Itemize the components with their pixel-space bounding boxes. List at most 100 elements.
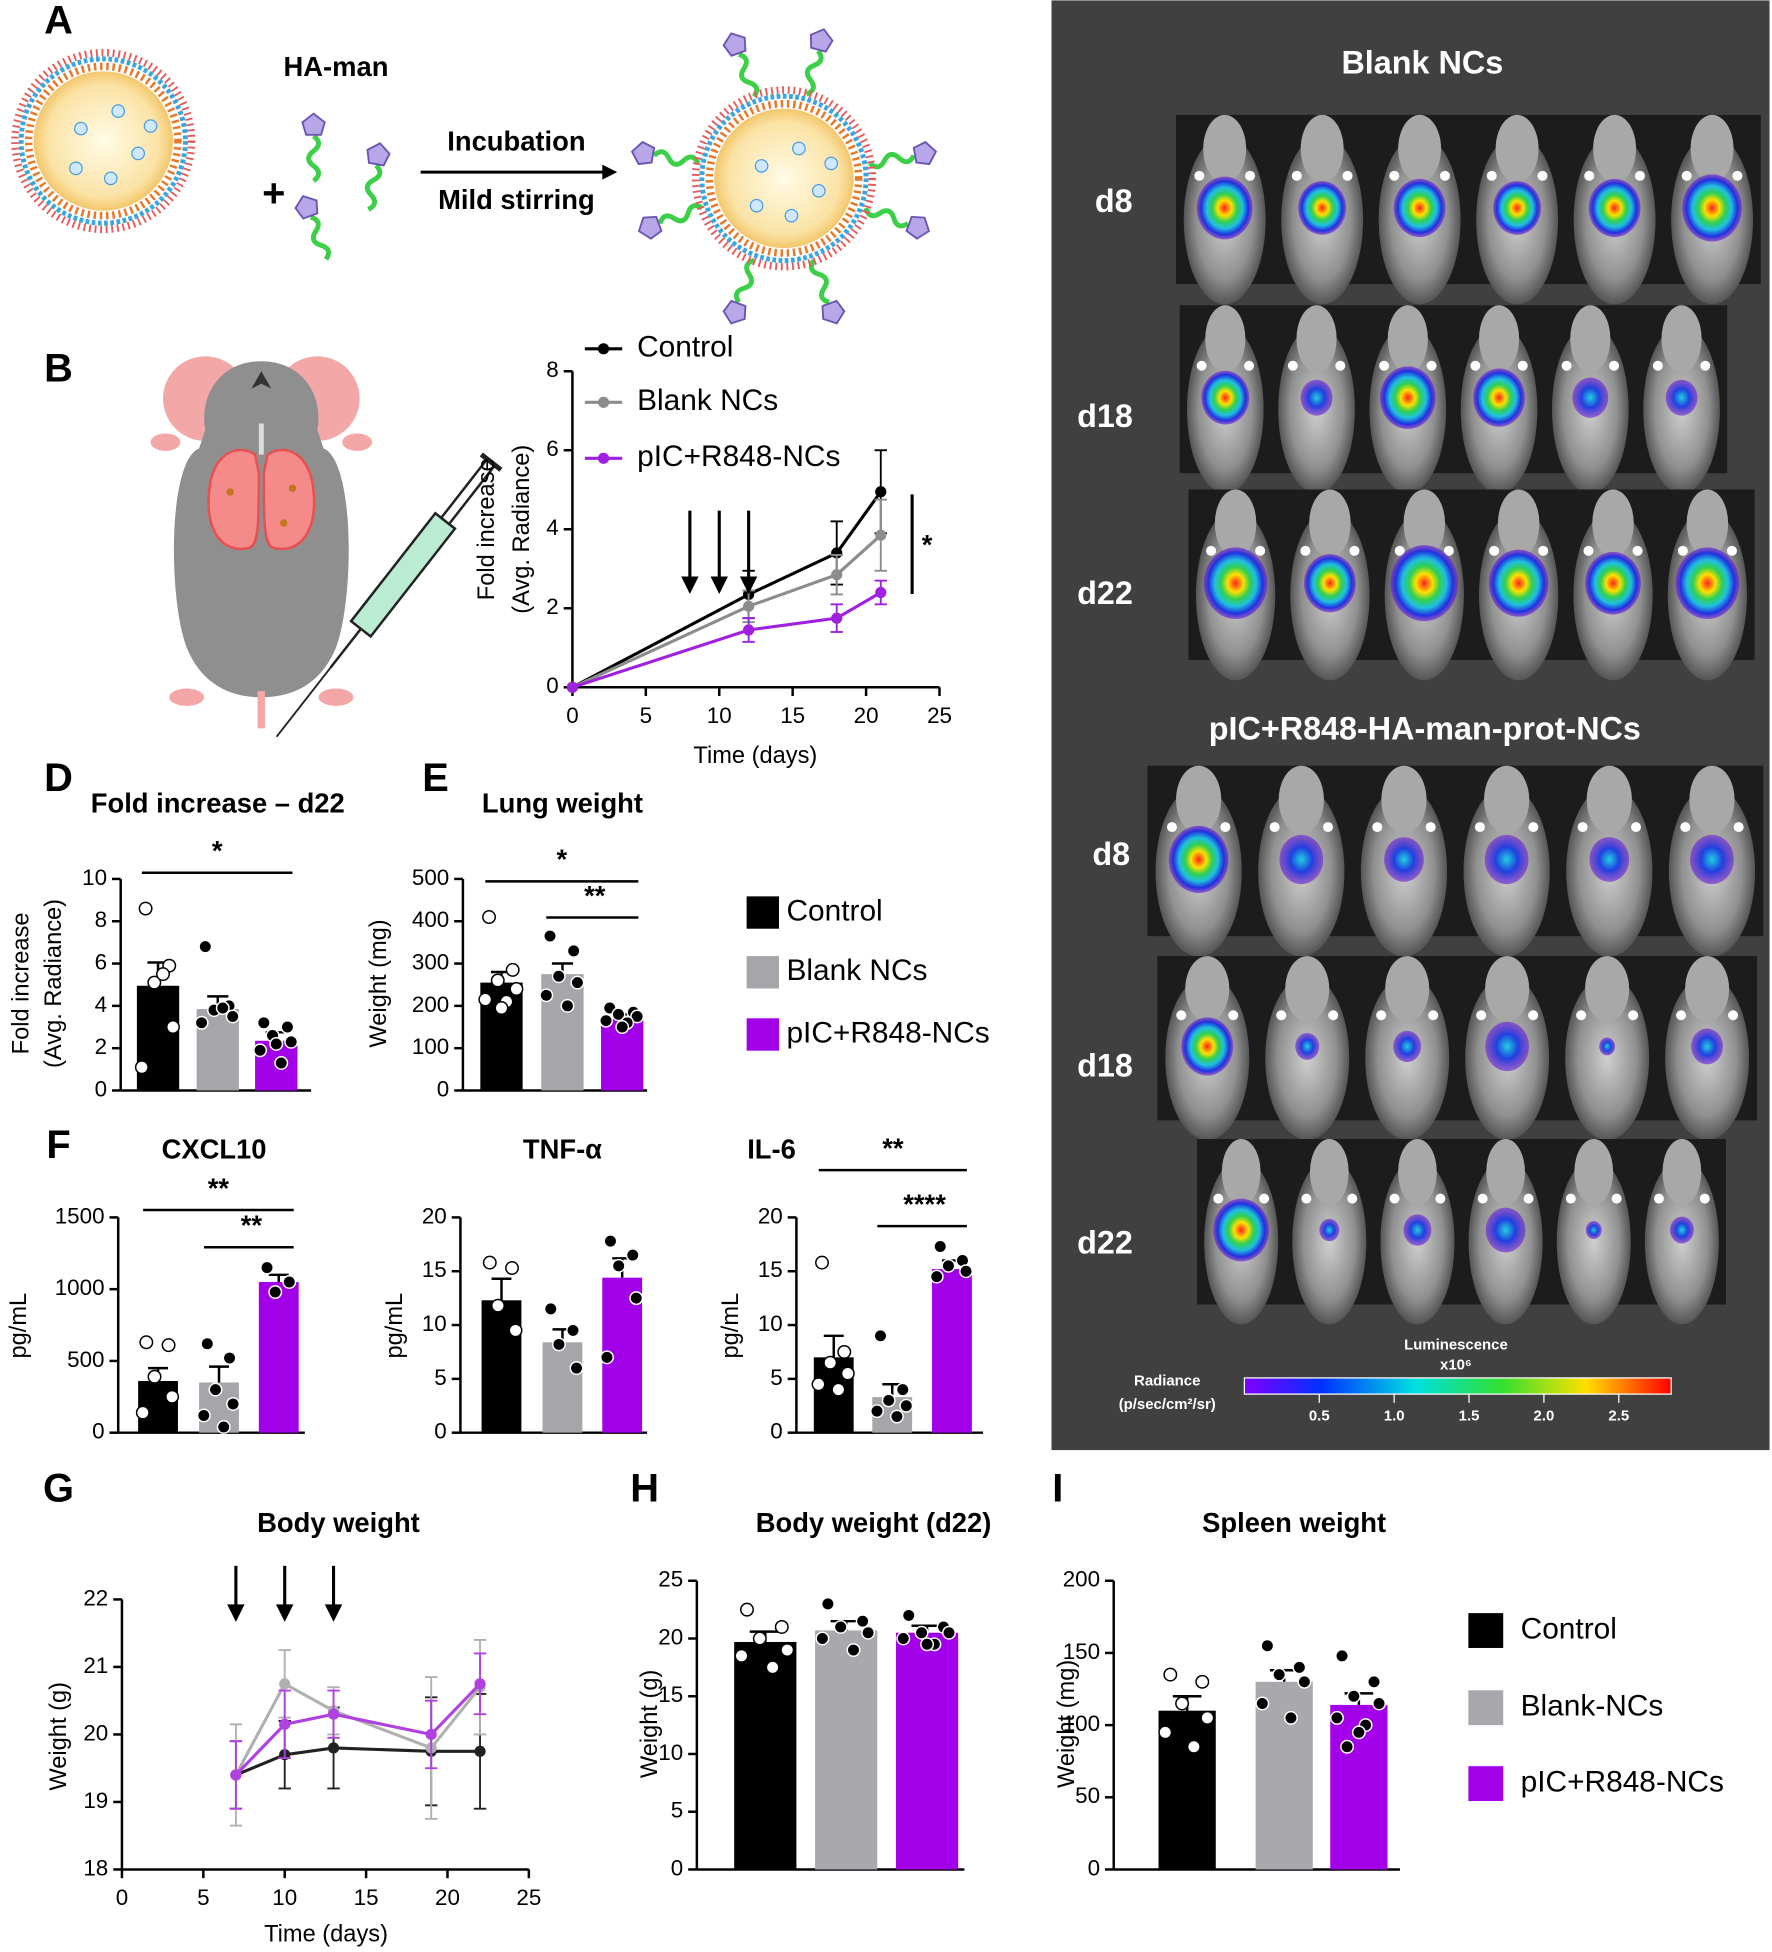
signal (1213, 1198, 1270, 1262)
mouse-illustration (150, 356, 503, 738)
data-point (914, 1625, 929, 1640)
mouse-head (1176, 765, 1222, 834)
mouse-head (1185, 956, 1230, 1022)
data-point (147, 1369, 162, 1384)
series-line (235, 1746, 481, 1777)
data-point (222, 1351, 237, 1366)
colorbar-tick-label: 2.0 (1534, 1407, 1555, 1424)
y-tick-label: 2 (95, 1034, 107, 1059)
mouse-head (1398, 1139, 1437, 1206)
data-point (611, 1258, 626, 1273)
colorbar-label: (p/sec/cm²/sr) (1119, 1396, 1216, 1413)
mouse-head (1309, 1139, 1349, 1206)
signal (1572, 377, 1609, 418)
y-tick-label: 10 (422, 1311, 447, 1336)
data-point (269, 1036, 284, 1051)
ear (1394, 545, 1405, 556)
data-point (846, 1643, 861, 1658)
data-point (253, 1043, 268, 1058)
ear (1700, 360, 1711, 371)
data-point (280, 1020, 295, 1034)
data-point (274, 1056, 289, 1070)
ear (1301, 1193, 1312, 1204)
y-tick-label: 2 (546, 594, 558, 619)
data-point (570, 975, 585, 990)
bar (815, 1630, 878, 1870)
data-point (815, 1631, 830, 1646)
group-title: Blank NCs (1341, 45, 1503, 81)
ha-man-chain (357, 141, 391, 211)
colorbar-unit: x10⁶ (1440, 1356, 1472, 1373)
data-point (279, 1678, 291, 1690)
arrow-head (227, 1604, 245, 1622)
data-point (629, 1291, 644, 1306)
mouse-head (1478, 305, 1520, 373)
ear (1676, 1010, 1687, 1021)
x-tick-label: 5 (197, 1885, 209, 1910)
mouse-head (1662, 1139, 1702, 1206)
data-point (156, 967, 170, 982)
panel-label: E (422, 756, 449, 800)
data-point (855, 1614, 870, 1629)
signal (1203, 547, 1268, 620)
data-point (941, 1258, 956, 1273)
data-point (260, 1260, 274, 1275)
data-point (875, 486, 887, 498)
data-point (474, 1678, 486, 1690)
ear (1259, 1193, 1270, 1204)
data-point (630, 1009, 645, 1024)
bar (481, 1300, 522, 1433)
data-point (1346, 1689, 1361, 1704)
ear (1372, 822, 1383, 833)
y-tick-label: 0 (770, 1419, 782, 1444)
ear (1628, 1010, 1639, 1021)
ear (1726, 545, 1737, 556)
colorbar (1243, 1377, 1672, 1395)
colorbar-title: Luminescence (1404, 1337, 1508, 1354)
colorbar-label: Radiance (1134, 1373, 1200, 1390)
x-tick-label: 10 (707, 703, 732, 728)
legend-label: Blank NCs (637, 384, 778, 417)
mouse-head (1398, 114, 1442, 183)
y-axis-label: (Avg. Radiance) (509, 445, 535, 614)
x-axis-label: Time (days) (264, 1922, 388, 1948)
ear (1486, 170, 1497, 181)
signal (1304, 554, 1356, 613)
data-point (831, 1382, 846, 1397)
data-point (899, 1398, 914, 1413)
data-point (889, 1409, 904, 1424)
data-point (566, 943, 581, 958)
data-point (1330, 1710, 1344, 1725)
y-tick-label: 200 (1063, 1567, 1100, 1592)
ear (1611, 1193, 1622, 1204)
data-point (881, 1393, 896, 1408)
y-tick-label: 20 (83, 1720, 108, 1745)
signal (1682, 174, 1742, 242)
x-tick-label: 20 (435, 1885, 460, 1910)
ear (1443, 545, 1454, 556)
data-point (279, 1718, 291, 1730)
data-point (752, 1631, 767, 1646)
y-tick-label: 20 (658, 1624, 683, 1649)
data-point (734, 1648, 749, 1663)
ear (1342, 170, 1353, 181)
data-point (560, 998, 575, 1013)
data-point (1260, 1638, 1275, 1653)
mouse-head (1205, 305, 1246, 373)
x-tick-label: 0 (116, 1885, 128, 1910)
mouse-head (1570, 305, 1611, 373)
bar (895, 1632, 959, 1870)
data-point (603, 1234, 618, 1249)
signal (1485, 1207, 1526, 1253)
signal (1675, 547, 1740, 620)
x-tick-label: 15 (780, 703, 805, 728)
ear (1728, 1010, 1739, 1021)
data-point (165, 1389, 180, 1404)
chart-title: Body weight (d22) (756, 1507, 992, 1538)
ear (1428, 1010, 1439, 1021)
y-tick-label: 150 (1063, 1639, 1100, 1664)
mouse-head (1296, 305, 1337, 373)
data-point (823, 1355, 838, 1370)
y-tick-label: 8 (546, 357, 558, 382)
signal (1201, 370, 1250, 425)
